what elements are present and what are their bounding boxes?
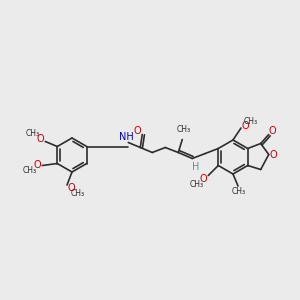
Text: NH: NH <box>119 131 134 142</box>
Text: CH₃: CH₃ <box>22 166 36 175</box>
Text: O: O <box>269 127 277 136</box>
Text: O: O <box>134 125 141 136</box>
Text: O: O <box>37 134 44 143</box>
Text: CH₃: CH₃ <box>189 180 203 189</box>
Text: O: O <box>241 121 249 131</box>
Text: CH₃: CH₃ <box>25 129 39 138</box>
Text: O: O <box>34 160 41 170</box>
Text: CH₃: CH₃ <box>71 190 85 199</box>
Text: H: H <box>192 161 199 172</box>
Text: O: O <box>67 183 75 193</box>
Text: O: O <box>200 173 207 184</box>
Text: O: O <box>270 149 278 160</box>
Text: CH₃: CH₃ <box>232 187 246 196</box>
Text: CH₃: CH₃ <box>176 125 190 134</box>
Text: CH₃: CH₃ <box>244 116 258 125</box>
